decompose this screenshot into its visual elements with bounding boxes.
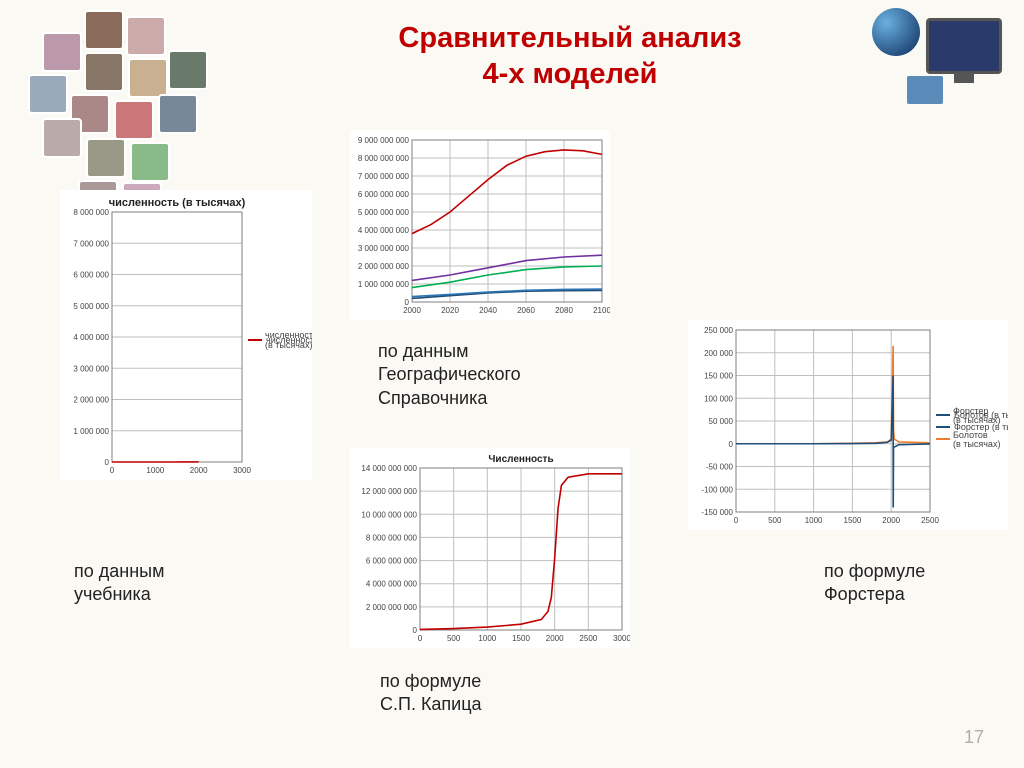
svg-text:500: 500 [447,634,461,643]
svg-text:14 000 000 000: 14 000 000 000 [361,464,417,473]
svg-text:8 000 000 000: 8 000 000 000 [366,533,418,542]
svg-text:0: 0 [734,516,739,525]
svg-text:1500: 1500 [844,516,862,525]
svg-text:2060: 2060 [517,306,535,315]
title-line-2: 4-х моделей [483,58,658,90]
chart-geo: 01 000 000 0002 000 000 0003 000 000 000… [350,130,610,320]
svg-text:4 000 000 000: 4 000 000 000 [366,580,418,589]
svg-text:200 000: 200 000 [704,349,733,358]
svg-text:2500: 2500 [579,634,597,643]
svg-text:100 000: 100 000 [704,394,733,403]
svg-text:численность (в тысячах): численность (в тысячах) [109,197,246,209]
svg-text:50 000: 50 000 [709,417,734,426]
svg-text:250 000: 250 000 [704,326,733,335]
svg-text:(в тысячах): (в тысячах) [953,439,1000,449]
svg-text:2040: 2040 [479,306,497,315]
svg-text:2000: 2000 [882,516,900,525]
caption-kapitsa: по формуле С.П. Капица [380,670,482,717]
svg-text:1 000 000: 1 000 000 [73,427,109,436]
svg-text:12 000 000 000: 12 000 000 000 [361,487,417,496]
svg-text:2 000 000 000: 2 000 000 000 [366,603,418,612]
svg-text:2020: 2020 [441,306,459,315]
svg-text:5 000 000 000: 5 000 000 000 [358,208,410,217]
svg-text:2080: 2080 [555,306,573,315]
svg-text:3000: 3000 [233,466,251,475]
caption-forster: по формуле Форстера [824,560,925,607]
svg-text:3000: 3000 [613,634,630,643]
caption-geo: по данным Географического Справочника [378,340,521,410]
svg-text:4 000 000: 4 000 000 [73,333,109,342]
svg-text:(в тысячах): (в тысячах) [953,415,1000,425]
svg-text:2000: 2000 [403,306,421,315]
svg-text:2000: 2000 [546,634,564,643]
svg-text:2100: 2100 [593,306,610,315]
title-line-1: Сравнительный анализ [398,22,741,54]
svg-text:Численность: Численность [488,454,553,465]
slide-title: Сравнительный анализ 4-х моделей [330,20,810,93]
svg-text:3 000 000: 3 000 000 [73,364,109,373]
svg-text:-150 000: -150 000 [701,508,733,517]
chart-forster: -150 000 -100 000 -50 000 0 50 000 100 000 150… [688,320,1008,530]
svg-text:0: 0 [729,440,734,449]
svg-text:2 000 000: 2 000 000 [73,396,109,405]
svg-text:численность: численность [265,330,312,340]
svg-text:2000: 2000 [190,466,208,475]
page-number: 17 [964,727,984,748]
svg-text:6 000 000: 6 000 000 [73,271,109,280]
svg-text:1 000 000 000: 1 000 000 000 [358,280,410,289]
svg-text:7 000 000 000: 7 000 000 000 [358,172,410,181]
svg-text:10 000 000 000: 10 000 000 000 [361,510,417,519]
svg-text:5 000 000: 5 000 000 [73,302,109,311]
svg-text:1000: 1000 [478,634,496,643]
svg-text:0: 0 [110,466,115,475]
svg-text:500: 500 [768,516,782,525]
svg-text:6 000 000 000: 6 000 000 000 [358,190,410,199]
svg-text:-50 000: -50 000 [706,463,734,472]
svg-text:8 000 000 000: 8 000 000 000 [358,154,410,163]
svg-text:9 000 000 000: 9 000 000 000 [358,136,410,145]
svg-text:4 000 000 000: 4 000 000 000 [358,226,410,235]
svg-text:(в тысячах): (в тысячах) [265,340,312,350]
computer-icon [882,18,1002,108]
caption-textbook: по данным учебника [74,560,164,607]
svg-text:0: 0 [418,634,423,643]
svg-text:1000: 1000 [805,516,823,525]
svg-text:7 000 000: 7 000 000 [73,239,109,248]
svg-text:8 000 000: 8 000 000 [73,208,109,217]
svg-text:2500: 2500 [921,516,939,525]
svg-text:1500: 1500 [512,634,530,643]
svg-text:3 000 000 000: 3 000 000 000 [358,244,410,253]
chart-kapitsa: 0 2 000 000 000 4 000 000 000 6 000 000 000… [350,448,630,648]
svg-text:150 000: 150 000 [704,372,733,381]
svg-text:-100 000: -100 000 [701,485,733,494]
svg-text:6 000 000 000: 6 000 000 000 [366,557,418,566]
chart-textbook: 0 1 000 000 2 000 000 3 000 000 4 000 000 5 0… [60,190,312,480]
svg-text:2 000 000 000: 2 000 000 000 [358,262,410,271]
photo-globe [14,10,214,220]
svg-text:1000: 1000 [146,466,164,475]
